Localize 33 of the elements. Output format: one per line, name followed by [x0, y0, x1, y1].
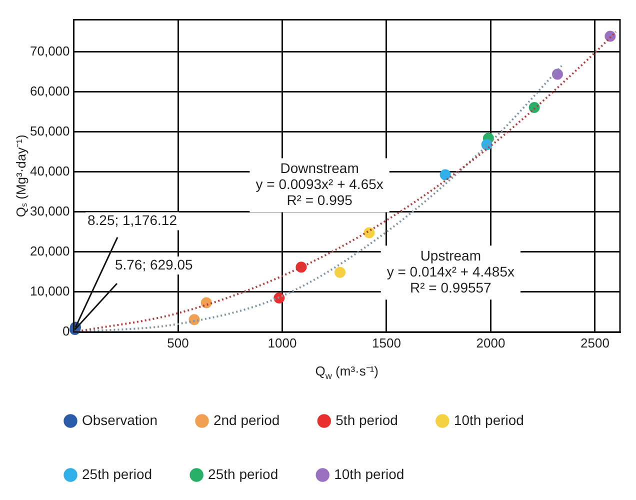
point — [364, 227, 375, 238]
x-tick-label: 1000 — [268, 335, 297, 350]
legend-label: 5th period — [336, 412, 398, 428]
legend-label: 10th period — [454, 412, 524, 428]
legend-label: 2nd period — [213, 412, 280, 428]
y-tick-label: 10,000 — [30, 284, 70, 299]
annotation: Downstream y = 0.0093x² + 4.65x R² = 0.995 — [256, 160, 384, 208]
legend-label: 10th period — [334, 466, 404, 482]
y-tick-label: 60,000 — [30, 83, 70, 98]
y-tick-label: 70,000 — [30, 43, 70, 58]
annotation: 5.76; 629.05 — [114, 256, 194, 272]
point — [528, 102, 540, 113]
point — [200, 297, 212, 308]
x-tick-label: 2500 — [580, 335, 610, 350]
annotation: Upstream y = 0.014x² + 4.485x R² = 0.99557 — [386, 248, 514, 296]
y-tick-label: 0 — [62, 324, 70, 339]
y-tick-label: 20,000 — [30, 244, 70, 259]
y-tick-label: 40,000 — [30, 163, 70, 178]
legend-label: 25th period — [82, 466, 152, 482]
legend-label: Observation — [82, 412, 158, 428]
point — [440, 169, 451, 180]
point — [296, 262, 307, 273]
point — [334, 266, 346, 278]
x-tick-label: 1500 — [372, 335, 401, 350]
y-tick-label: 50,000 — [30, 123, 70, 138]
y-axis-title: Qₛ (Mg³·day⁻¹) — [14, 134, 29, 218]
point — [552, 68, 563, 80]
point — [188, 314, 200, 326]
x-tick-label: 2000 — [476, 335, 506, 350]
annotation: 8.25; 1,176.12 — [87, 212, 178, 228]
x-tick-label: 500 — [167, 335, 189, 350]
legend-label: 25th period — [208, 466, 278, 482]
y-tick-label: 30,000 — [30, 204, 70, 218]
